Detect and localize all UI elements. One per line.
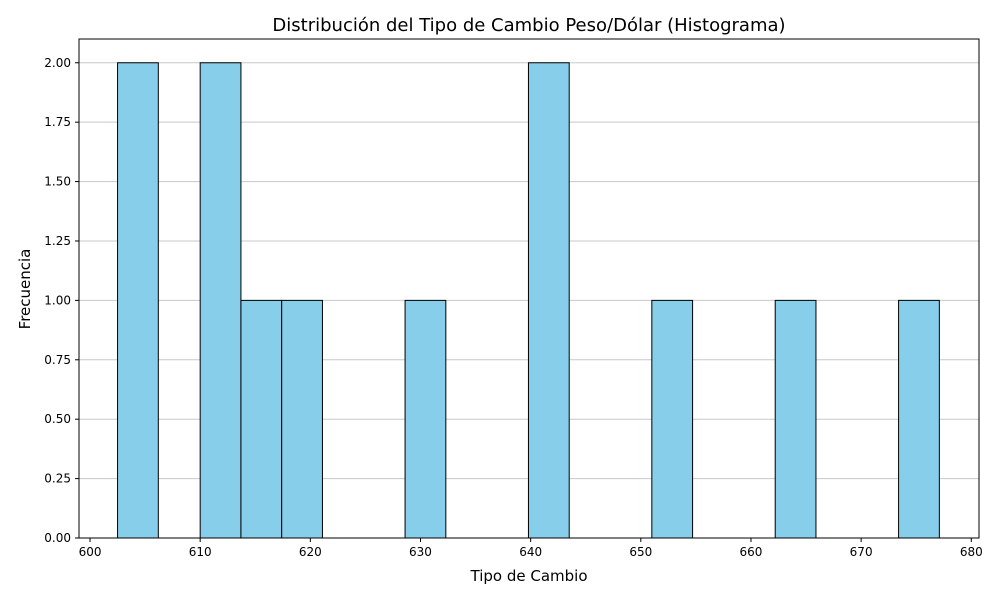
histogram-bar	[651, 299, 694, 539]
y-tick-label: 0.00	[44, 531, 71, 545]
x-axis: 600 610 620 630 640 650 660 670 680	[79, 538, 983, 559]
histogram-bar	[527, 62, 570, 539]
histogram-bar	[199, 62, 242, 539]
histogram-bar	[240, 299, 283, 539]
chart-title: Distribución del Tipo de Cambio Peso/Dól…	[272, 15, 785, 36]
histogram-bar	[117, 62, 159, 539]
x-tick-label: 670	[850, 545, 873, 559]
histogram-bar	[898, 299, 940, 539]
x-tick-label: 600	[79, 545, 102, 559]
histogram-bars	[117, 62, 940, 539]
histogram-bar	[281, 299, 323, 539]
histogram-bar	[404, 299, 447, 539]
x-tick-label: 680	[960, 545, 983, 559]
y-tick-label: 0.50	[44, 412, 71, 426]
y-tick-label: 1.25	[44, 234, 71, 248]
x-axis-label: Tipo de Cambio	[470, 567, 588, 585]
x-tick-label: 630	[409, 545, 432, 559]
histogram-bar	[774, 299, 817, 539]
y-tick-label: 0.75	[44, 353, 71, 367]
x-tick-label: 660	[740, 545, 763, 559]
x-tick-label: 610	[189, 545, 212, 559]
x-tick-label: 640	[519, 545, 542, 559]
y-tick-label: 2.00	[44, 56, 71, 70]
y-tick-label: 1.50	[44, 175, 71, 189]
plot-frame	[78, 38, 980, 539]
y-tick-label: 1.00	[44, 293, 71, 307]
x-tick-label: 620	[299, 545, 322, 559]
y-tick-label: 1.75	[44, 115, 71, 129]
x-tick-label: 650	[629, 545, 652, 559]
y-axis-label: Frecuencia	[16, 249, 34, 330]
y-tick-label: 0.25	[44, 472, 71, 486]
y-axis: 0.00 0.25 0.50 0.75 1.00 1.25 1.50 1.75 2.00	[44, 56, 79, 545]
